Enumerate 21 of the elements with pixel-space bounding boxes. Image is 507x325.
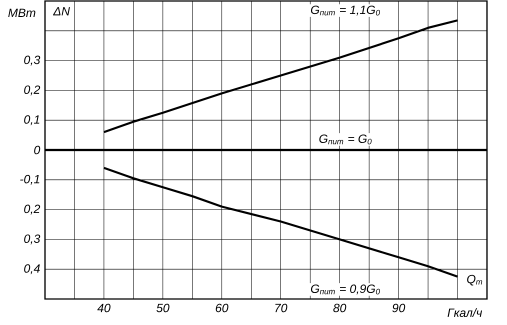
y-tick-label: 0,3 (24, 56, 40, 66)
series-label: G$_{пит}$ = G$_{0}$ (319, 134, 372, 144)
text: Гкал/ч (448, 308, 482, 318)
y-tick-label: 0,2 (24, 85, 40, 96)
x-axis-title: Q$_{т}$ (467, 274, 482, 286)
x-tick-label: 90 (392, 304, 406, 312)
x-tick-label: 40 (97, 304, 110, 312)
y-tick-label: 0,1 (24, 115, 40, 126)
y-axis-title: ΔN (53, 7, 70, 16)
y-tick-label: 0,4 (24, 264, 40, 274)
y-tick-label: -0,1 (20, 174, 40, 185)
text: G$_{пит}$ = 0,9G$_{0}$ (310, 284, 380, 294)
x-tick-label: 60 (216, 304, 228, 312)
x-tick-label: 80 (333, 304, 346, 312)
text: G$_{пит}$ = 1,1G$_{0}$ (310, 6, 380, 16)
text: МВт (8, 8, 36, 17)
y-tick-label: 0,2 (24, 204, 40, 215)
x-tick-label: 50 (156, 304, 170, 312)
y-tick-label: 0,3 (24, 234, 40, 244)
y-tick-label: 0 (34, 146, 40, 154)
x-tick-label: 70 (275, 304, 288, 312)
